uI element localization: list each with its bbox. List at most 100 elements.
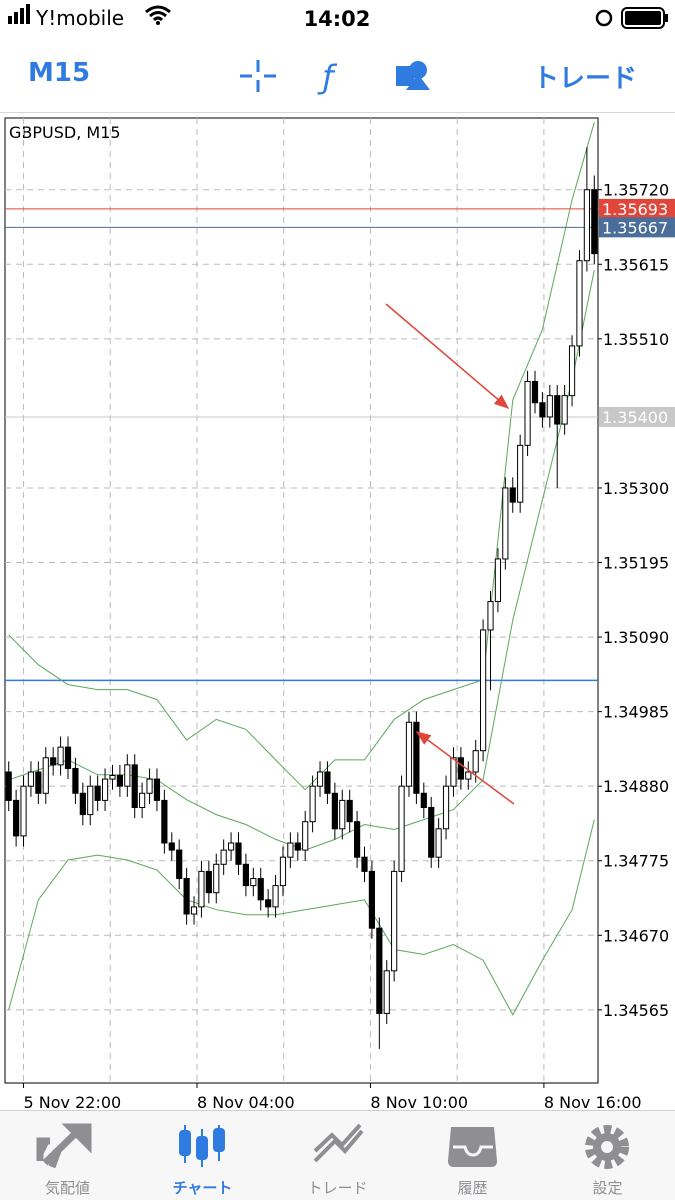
objects-icon[interactable]	[396, 61, 430, 90]
candle-body	[257, 877, 264, 901]
candle-body	[27, 771, 35, 787]
candle-body	[376, 927, 383, 1014]
candle-body	[442, 785, 450, 830]
carrier: Y!mobile	[35, 6, 124, 30]
candle-body	[405, 721, 413, 787]
y-tick-label: 1.35510	[603, 330, 669, 349]
candle-body	[309, 785, 316, 823]
candle-body	[480, 629, 487, 752]
candle-body	[420, 792, 427, 808]
price-tag-label: 1.35667	[602, 218, 668, 237]
tab-label: トレード	[307, 1179, 368, 1197]
candle-body	[220, 849, 227, 865]
candle-body	[361, 856, 368, 872]
candle-body	[517, 444, 524, 503]
candle-body	[198, 870, 205, 908]
tab-label: チャート	[172, 1179, 233, 1197]
candle-body	[64, 746, 72, 769]
candle-body	[554, 395, 561, 425]
chart-title: GBPUSD, M15	[9, 123, 121, 142]
candle-body	[324, 771, 331, 794]
candle-body	[265, 899, 272, 908]
candle-body	[101, 778, 109, 801]
candle-body	[79, 792, 86, 816]
chart: GBPUSD, M15 1.35720 1.35615 1.35510 1.35300 1…	[4, 117, 675, 1110]
candle-body	[213, 863, 220, 894]
candle-body	[531, 380, 539, 404]
price-tag	[599, 406, 675, 427]
price-tag	[599, 217, 675, 238]
candle-body	[109, 775, 116, 780]
tab[interactable]: トレード	[270, 1111, 405, 1200]
candle-body	[398, 785, 405, 872]
candle-body	[153, 778, 161, 801]
y-tick-label: 1.34670	[603, 926, 669, 945]
y-tick-label: 1.34565	[603, 1001, 669, 1020]
candle-body	[272, 885, 279, 908]
candle-body	[250, 877, 257, 887]
candle-body	[568, 345, 576, 397]
y-tick-label: 1.35615	[603, 255, 669, 274]
candle-body	[161, 799, 168, 844]
tab[interactable]: 履歴	[405, 1111, 540, 1200]
price-tag-label: 1.35400	[602, 408, 668, 427]
candle-body	[457, 757, 464, 780]
tab-label: 気配値	[44, 1179, 90, 1197]
candle-body	[13, 799, 20, 837]
candle-body	[413, 721, 420, 794]
indicator-icon[interactable]: ƒ	[316, 58, 337, 96]
candle-body	[57, 746, 64, 766]
price-tag	[599, 198, 675, 219]
candle-body	[502, 487, 509, 560]
trade-button[interactable]: トレード	[533, 64, 638, 94]
status-icons: Y!mobile 14:02	[8, 4, 668, 31]
y-tick-label: 1.34775	[603, 852, 669, 871]
candle-body	[116, 775, 123, 787]
candle-body	[494, 558, 502, 603]
crosshair-icon[interactable]	[240, 60, 276, 92]
toolbar-icons: ƒ	[240, 58, 430, 96]
price-tag-label: 1.35693	[602, 200, 668, 219]
timeframe-button[interactable]: M15	[28, 58, 91, 88]
status-bar: Y!mobile 14:02	[0, 0, 675, 38]
candle-body	[50, 757, 57, 766]
tab[interactable]: チャート	[135, 1111, 270, 1200]
band-lower	[8, 819, 595, 1016]
annotation-arrow	[385, 303, 510, 409]
tab[interactable]: 設定	[540, 1111, 675, 1200]
y-tick-label: 1.35720	[603, 181, 669, 200]
candle-body	[139, 792, 146, 808]
clock: 14:02	[304, 7, 371, 31]
candle-body	[124, 764, 131, 787]
candle-body	[242, 863, 250, 887]
candle-body	[591, 189, 598, 255]
candle-body	[539, 402, 546, 418]
candle-body	[428, 806, 435, 858]
x-tick-label: 5 Nov 22:00	[24, 1093, 122, 1110]
y-tick-label: 1.35090	[603, 628, 669, 647]
toolbar: M15 ƒ トレード	[0, 38, 675, 113]
tab-label: 設定	[592, 1179, 623, 1197]
y-tick-label: 1.35195	[603, 554, 669, 573]
x-tick-label: 8 Nov 10:00	[370, 1093, 468, 1110]
candle-body	[146, 778, 153, 794]
candle-body	[339, 799, 346, 830]
candle-body	[94, 785, 101, 801]
candle-body	[235, 842, 242, 865]
candle-body	[487, 601, 494, 631]
band-upper	[8, 122, 595, 791]
tab[interactable]: 気配値	[0, 1111, 135, 1200]
candle-body	[331, 792, 338, 830]
candle-body	[509, 487, 516, 503]
annotation-arrow	[415, 731, 515, 805]
candle-body	[368, 870, 376, 929]
candle-body	[5, 771, 12, 801]
candle-body	[465, 771, 472, 780]
candle-body	[168, 842, 175, 851]
candle-body	[183, 877, 190, 915]
candle-body	[42, 757, 49, 794]
candle-body	[316, 771, 324, 787]
candle-body	[583, 189, 590, 262]
candle-body	[279, 856, 287, 887]
candle-body	[353, 821, 361, 858]
